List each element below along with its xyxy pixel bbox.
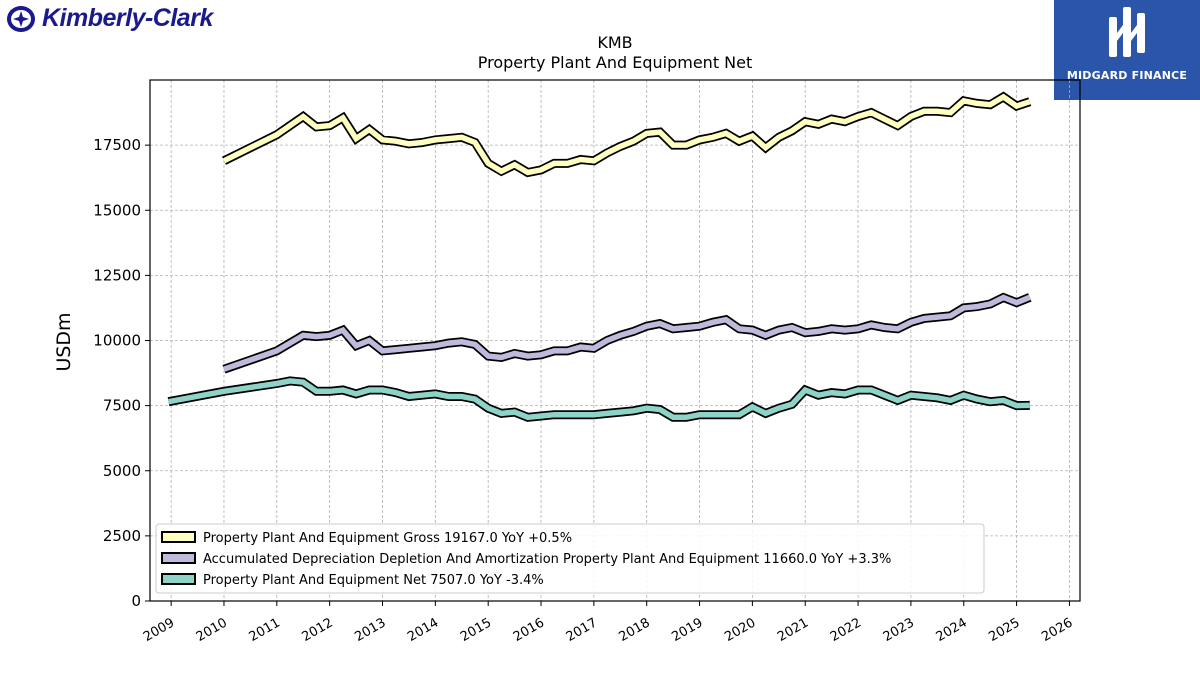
x-tick-label: 2024 [934,615,970,645]
partner-name: MIDGARD FINANCE [1066,69,1188,82]
midgard-logo-icon [1109,7,1145,57]
legend: Property Plant And Equipment Gross 19167… [155,523,985,594]
legend-label: Property Plant And Equipment Net 7507.0 … [203,573,544,588]
y-tick-label: 15000 [93,201,141,219]
x-tick-label: 2012 [299,615,335,645]
y-tick-label: 12500 [93,266,141,284]
y-tick-label: 10000 [93,332,141,350]
y-axis-label: USDm [53,312,75,371]
y-tick-label: 7500 [103,397,141,415]
x-tick-label: 2014 [405,615,441,645]
series-line [167,378,1030,421]
series-line [222,93,1031,176]
x-tick-label: 2025 [986,615,1022,645]
x-tick-label: 2017 [564,615,600,645]
y-tick-label: 5000 [103,462,141,480]
series-line [223,294,1031,372]
x-tick-label: 2019 [669,615,705,645]
legend-label: Accumulated Depreciation Depletion And A… [203,552,891,567]
x-tick-label: 2023 [881,615,917,645]
x-tick-label: 2015 [458,615,494,645]
chart-title: KMB [597,33,632,52]
x-tick-label: 2020 [722,615,758,645]
y-tick-label: 17500 [93,136,141,154]
x-tick-label: 2026 [1039,615,1075,645]
y-tick-label: 2500 [103,527,141,545]
x-tick-label: 2021 [775,615,811,645]
series-layer [167,91,1032,422]
x-tick-label: 2018 [617,615,653,645]
legend-swatch [161,531,196,543]
chart-subtitle: Property Plant And Equipment Net [478,53,753,72]
y-tick-label: 0 [131,592,141,610]
company-name: Kimberly-Clark [42,4,213,32]
x-tick-label: 2009 [141,615,177,645]
legend-swatch [161,552,196,564]
legend-box [155,523,985,594]
midgard-finance-logo: MIDGARD FINANCE [1054,0,1200,100]
x-tick-label: 2011 [247,615,283,645]
kimberly-clark-logo-icon [7,5,35,32]
kimberly-clark-logo: Kimberly-Clark [6,4,213,33]
x-tick-label: 2013 [352,615,388,645]
x-tick-label: 2016 [511,615,547,645]
legend-label: Property Plant And Equipment Gross 19167… [203,531,572,546]
x-tick-label: 2010 [194,615,230,645]
x-tick-label: 2022 [828,615,864,645]
legend-swatch [161,573,196,585]
series-line-outline [222,91,1032,178]
